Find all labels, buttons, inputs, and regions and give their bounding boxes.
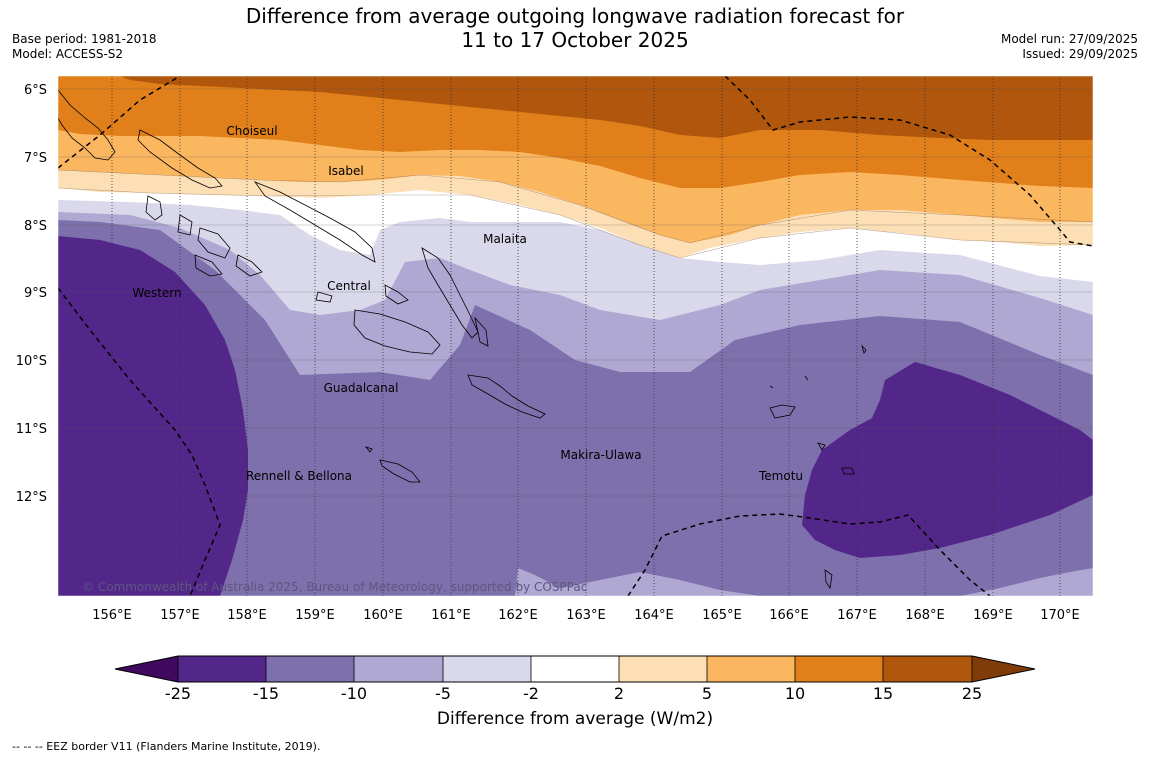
contour-lines — [58, 169, 1093, 259]
lon-tick: 169°E — [973, 608, 1013, 623]
colorbar-segment — [354, 656, 443, 682]
title-line-1: Difference from average outgoing longwav… — [245, 4, 905, 28]
lat-tick: 12°S — [16, 490, 47, 505]
colorbar-segment — [531, 656, 619, 682]
colorbar-segment — [883, 656, 972, 682]
anomaly-field: © Commonwealth of Australia 2025, Bureau… — [58, 76, 1093, 596]
colorbar-ticks: -25 -15 -10 -5 -2 2 5 10 15 25 — [165, 684, 982, 703]
colorbar-tick: -25 — [165, 684, 191, 703]
meta-left: Base period: 1981-2018 Model: ACCESS-S2 — [12, 32, 157, 62]
lon-tick: 164°E — [634, 608, 674, 623]
colorbar-tick: 2 — [614, 684, 624, 703]
colorbar-tick: 10 — [785, 684, 805, 703]
lon-tick: 159°E — [295, 608, 335, 623]
meta-right: Model run: 27/09/2025 Issued: 29/09/2025 — [1001, 32, 1138, 62]
label-western: Western — [132, 286, 181, 300]
colorbar-tick: -5 — [435, 684, 451, 703]
colorbar-tick: -2 — [523, 684, 539, 703]
eez-footnote: -- -- -- EEZ border V11 (Flanders Marine… — [12, 740, 321, 753]
band-minus10-minus5-south — [515, 568, 760, 596]
lat-tick: 7°S — [24, 151, 47, 166]
lat-tick: 9°S — [24, 286, 47, 301]
island-rennell — [364, 446, 421, 483]
label-central: Central — [327, 279, 371, 293]
label-isabel: Isabel — [328, 164, 363, 178]
lon-tick: 168°E — [905, 608, 945, 623]
colorbar-segment — [795, 656, 883, 682]
band-minus25-minus15-west — [58, 236, 248, 596]
lat-tick: 8°S — [24, 219, 47, 234]
lon-tick: 167°E — [837, 608, 877, 623]
model-run: Model run: 27/09/2025 — [1000, 32, 1138, 46]
lon-tick: 166°E — [769, 608, 809, 623]
island-choiseul — [137, 129, 223, 189]
lat-axis: 6°S 7°S 8°S 9°S 10°S 11°S 12°S — [16, 83, 47, 505]
colorbar-segment — [178, 656, 266, 682]
island-florida — [315, 284, 409, 305]
island-malaita — [421, 247, 489, 347]
label-makira-ulawa: Makira-Ulawa — [560, 448, 641, 462]
island-temotu — [769, 344, 867, 590]
lat-tick: 6°S — [24, 83, 47, 98]
base-period: Base period: 1981-2018 — [12, 32, 157, 46]
lon-tick: 156°E — [92, 608, 132, 623]
island-newgeorgia — [145, 195, 263, 277]
lon-tick: 157°E — [160, 608, 200, 623]
lon-tick: 160°E — [363, 608, 403, 623]
colorbar-segment — [266, 656, 354, 682]
island-isabel — [253, 181, 376, 263]
label-guadalcanal: Guadalcanal — [324, 381, 399, 395]
colorbar-segment — [972, 656, 1035, 682]
issued-date: Issued: 29/09/2025 — [1022, 47, 1138, 61]
colorbar-segment — [707, 656, 795, 682]
lat-gridlines — [58, 88, 1093, 497]
colorbar-tick: -15 — [253, 684, 279, 703]
eez-border — [58, 76, 1093, 596]
lon-tick: 165°E — [702, 608, 742, 623]
colorbar-label: Difference from average (W/m2) — [436, 709, 714, 729]
title-line-2: 11 to 17 October 2025 — [461, 28, 689, 52]
island-makira — [467, 374, 546, 419]
lon-tick: 170°E — [1040, 608, 1080, 623]
lon-tick: 162°E — [498, 608, 538, 623]
model-name: Model: ACCESS-S2 — [12, 47, 124, 61]
colorbar-segment — [443, 656, 531, 682]
lon-tick: 158°E — [227, 608, 267, 623]
label-rennell-bellona: Rennell & Bellona — [246, 469, 352, 483]
colorbar — [114, 655, 1036, 683]
lon-tick: 163°E — [566, 608, 606, 623]
band-minus25-minus15-east — [802, 362, 1093, 558]
coastlines — [58, 89, 867, 590]
label-temotu: Temotu — [758, 469, 803, 483]
page-title: Difference from average outgoing longwav… — [0, 4, 1150, 52]
lon-tick: 161°E — [431, 608, 471, 623]
lat-tick: 10°S — [16, 354, 47, 369]
colorbar-tick: -10 — [341, 684, 367, 703]
colorbar-segment — [115, 656, 178, 682]
label-choiseul: Choiseul — [226, 124, 277, 138]
island-bougainville — [58, 89, 116, 161]
lon-axis: 156°E 157°E 158°E 159°E 160°E 161°E 162°… — [92, 608, 1080, 623]
island-guadalcanal — [353, 309, 441, 355]
label-malaita: Malaita — [483, 232, 527, 246]
colorbar-segment — [619, 656, 707, 682]
copyright-text: © Commonwealth of Australia 2025, Bureau… — [82, 580, 587, 594]
region-labels: Choiseul Isabel Malaita Central Western … — [132, 124, 803, 483]
band-plus15-plus25 — [120, 76, 1093, 140]
colorbar-tick: 25 — [962, 684, 982, 703]
colorbar-tick: 5 — [702, 684, 712, 703]
colorbar-tick: 15 — [873, 684, 893, 703]
lat-tick: 11°S — [16, 422, 47, 437]
map-frame — [57, 75, 1094, 597]
